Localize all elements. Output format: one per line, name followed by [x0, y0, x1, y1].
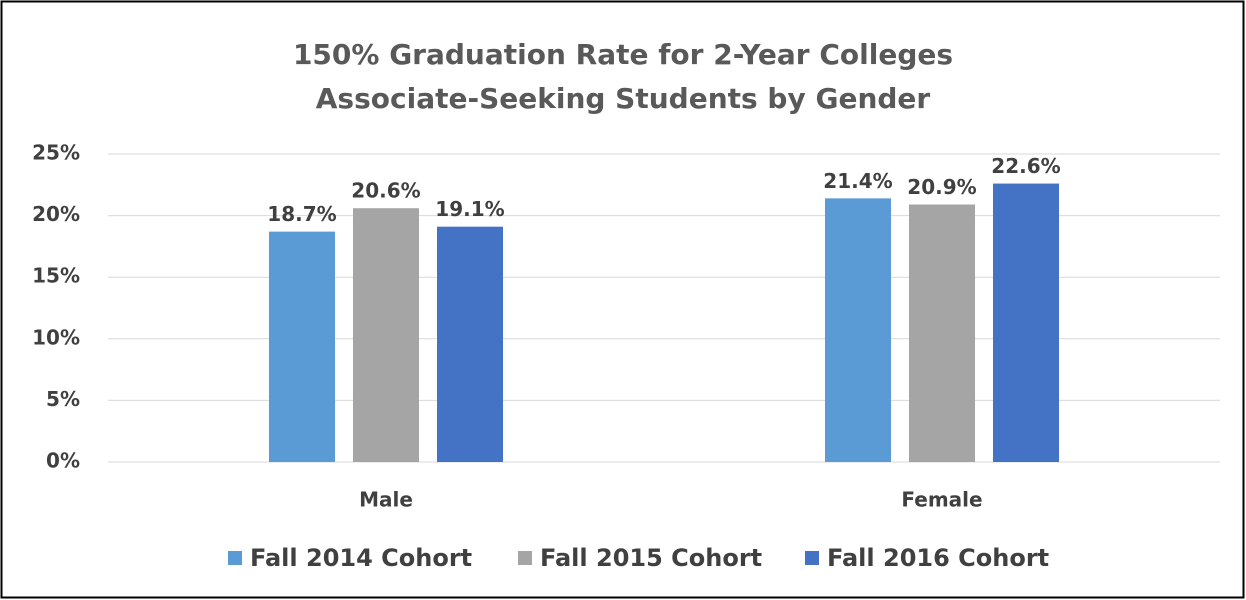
legend-swatch: [805, 551, 819, 565]
legend-label: Fall 2016 Cohort: [827, 544, 1049, 572]
data-label: 22.6%: [991, 154, 1060, 178]
y-tick-label: 20%: [32, 202, 80, 226]
data-label: 20.9%: [907, 175, 976, 199]
bar: [909, 204, 975, 462]
y-tick-label: 5%: [46, 387, 80, 411]
x-tick-label: Male: [359, 488, 413, 512]
x-tick-label: Female: [901, 488, 982, 512]
data-label: 20.6%: [351, 179, 420, 203]
bar: [269, 231, 335, 462]
legend-swatch: [518, 551, 532, 565]
bar: [825, 198, 891, 463]
legend-label: Fall 2015 Cohort: [540, 544, 762, 572]
data-label: 18.7%: [267, 202, 336, 226]
data-label: 19.1%: [435, 197, 504, 221]
data-label: 21.4%: [823, 169, 892, 193]
y-tick-label: 10%: [32, 325, 80, 349]
bar: [437, 226, 503, 462]
legend-swatch: [228, 551, 242, 565]
bar: [993, 183, 1059, 462]
chart-title: Associate-Seeking Students by Gender: [316, 82, 931, 115]
bar: [353, 208, 419, 462]
chart-title: 150% Graduation Rate for 2-Year Colleges: [293, 38, 953, 71]
legend-label: Fall 2014 Cohort: [250, 544, 472, 572]
y-tick-label: 15%: [32, 264, 80, 288]
y-tick-label: 25%: [32, 141, 80, 165]
y-tick-label: 0%: [46, 449, 80, 473]
